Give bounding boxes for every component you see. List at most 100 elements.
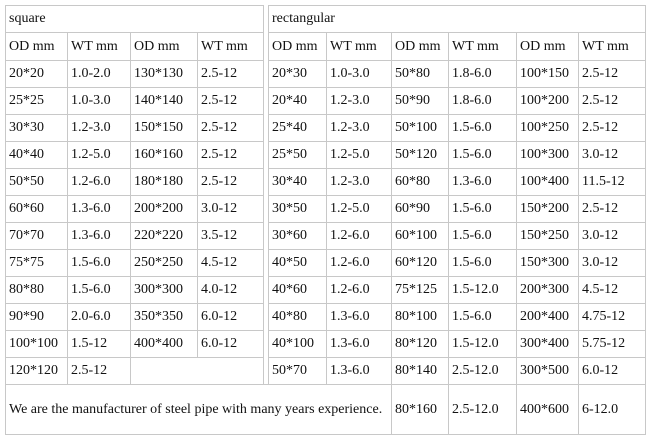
table-row: 20*20 1.0-2.0 130*130 2.5-12 20*30 1.0-3.0 50*… [5, 60, 646, 88]
table-cell: 100*150 [516, 60, 579, 88]
table-cell: 40*60 [268, 276, 327, 304]
table-cell: 6.0-12 [578, 357, 646, 385]
table-cell: 130*130 [130, 60, 198, 88]
table-cell: 2.5-12 [578, 114, 646, 142]
column-header: WT mm [67, 32, 131, 61]
column-header: WT mm [197, 32, 264, 61]
table-cell: 400*400 [130, 330, 198, 358]
table-cell: 1.3-6.0 [67, 222, 131, 250]
table-cell: 140*140 [130, 87, 198, 115]
table-cell: 100*250 [516, 114, 579, 142]
table-cell: 100*200 [516, 87, 579, 115]
column-header: WT mm [326, 32, 392, 61]
table-cell: 75*75 [5, 249, 68, 277]
footer-note: We are the manufacturer of steel pipe wi… [5, 384, 392, 435]
table-cell: 40*50 [268, 249, 327, 277]
table-cell: 25*40 [268, 114, 327, 142]
table-cell: 100*300 [516, 141, 579, 169]
table-cell: 1.0-3.0 [326, 60, 392, 88]
table-row: 75*75 1.5-6.0 250*250 4.5-12 40*50 1.2-6.0 60*… [5, 249, 646, 277]
table-cell: 2.5-12 [197, 141, 264, 169]
table-cell: 4.0-12 [197, 276, 264, 304]
table-cell: 1.5-12 [67, 330, 131, 358]
table-cell: 75*125 [391, 276, 449, 304]
table-cell: 200*400 [516, 303, 579, 331]
table-cell: 60*60 [5, 195, 68, 223]
table-cell: 200*300 [516, 276, 579, 304]
table-cell: 4.75-12 [578, 303, 646, 331]
table-cell: 1.2-6.0 [326, 249, 392, 277]
table-cell: 1.0-2.0 [67, 60, 131, 88]
table-cell: 6.0-12 [197, 330, 264, 358]
section-title: rectangular [268, 5, 646, 33]
table-cell: 3.0-12 [197, 195, 264, 223]
table-cell: 6-12.0 [578, 384, 646, 435]
table-cell: 25*50 [268, 141, 327, 169]
pipe-size-table: square rectangular OD mm WT mm OD mm WT mm OD … [5, 5, 646, 435]
table-cell: 4.5-12 [578, 276, 646, 304]
table-cell: 50*50 [5, 168, 68, 196]
table-cell: 80*140 [391, 357, 449, 385]
table-cell: 300*500 [516, 357, 579, 385]
table-cell: 1.2-3.0 [326, 87, 392, 115]
table-cell: 1.2-3.0 [326, 168, 392, 196]
table-cell: 2.0-6.0 [67, 303, 131, 331]
table-cell: 30*50 [268, 195, 327, 223]
table-cell: 1.5-6.0 [448, 249, 517, 277]
table-cell: 80*80 [5, 276, 68, 304]
table-cell: 2.5-12 [67, 357, 131, 385]
table-cell: 1.2-3.0 [67, 114, 131, 142]
table-cell: 1.0-3.0 [67, 87, 131, 115]
table-cell: 70*70 [5, 222, 68, 250]
table-cell: 30*30 [5, 114, 68, 142]
table-cell: 1.2-5.0 [326, 195, 392, 223]
table-cell: 60*80 [391, 168, 449, 196]
table-cell: 150*250 [516, 222, 579, 250]
table-row: We are the manufacturer of steel pipe wi… [5, 384, 646, 435]
column-header: OD mm [516, 32, 579, 61]
table-cell: 2.5-12 [578, 87, 646, 115]
table-cell: 1.8-6.0 [448, 60, 517, 88]
table-cell: 1.3-6.0 [448, 168, 517, 196]
table-cell: 60*100 [391, 222, 449, 250]
table-cell: 1.8-6.0 [448, 87, 517, 115]
column-header: OD mm [5, 32, 68, 61]
table-cell: 1.5-6.0 [67, 249, 131, 277]
table-cell: 20*40 [268, 87, 327, 115]
table-row: square rectangular [5, 5, 646, 33]
table-cell: 3.0-12 [578, 222, 646, 250]
table-cell: 400*600 [516, 384, 579, 435]
table-cell: 180*180 [130, 168, 198, 196]
table-row: 60*60 1.3-6.0 200*200 3.0-12 30*50 1.2-5.0 60*… [5, 195, 646, 223]
table-cell: 2.5-12 [197, 114, 264, 142]
table-cell: 1.2-6.0 [326, 276, 392, 304]
table-cell: 1.5-6.0 [448, 222, 517, 250]
table-cell: 2.5-12.0 [448, 384, 517, 435]
table-cell: 80*120 [391, 330, 449, 358]
table-cell: 1.3-6.0 [326, 330, 392, 358]
table-cell: 11.5-12 [578, 168, 646, 196]
table-cell: 2.5-12 [197, 168, 264, 196]
table-cell: 1.2-5.0 [67, 141, 131, 169]
table-cell: 1.5-6.0 [448, 195, 517, 223]
table-row: OD mm WT mm OD mm WT mm OD mm WT mm OD mm WT mm… [5, 32, 646, 61]
table-cell: 160*160 [130, 141, 198, 169]
table-cell: 20*20 [5, 60, 68, 88]
table-cell: 60*120 [391, 249, 449, 277]
table-cell: 2.5-12 [197, 87, 264, 115]
table-row: 25*25 1.0-3.0 140*140 2.5-12 20*40 1.2-3.0 50*… [5, 87, 646, 115]
table-cell: 4.5-12 [197, 249, 264, 277]
table-row: 100*100 1.5-12 400*400 6.0-12 40*100 1.3-6.0 8… [5, 330, 646, 358]
table-cell: 80*160 [391, 384, 449, 435]
table-cell: 1.2-6.0 [67, 168, 131, 196]
table-cell: 100*100 [5, 330, 68, 358]
column-header: OD mm [130, 32, 198, 61]
table-cell: 50*70 [268, 357, 327, 385]
table-cell: 80*100 [391, 303, 449, 331]
table-row: 70*70 1.3-6.0 220*220 3.5-12 30*60 1.2-6.0 60*… [5, 222, 646, 250]
table-cell: 2.5-12.0 [448, 357, 517, 385]
table-cell: 300*400 [516, 330, 579, 358]
table-cell: 3.0-12 [578, 141, 646, 169]
table-cell: 30*60 [268, 222, 327, 250]
table-cell: 50*120 [391, 141, 449, 169]
